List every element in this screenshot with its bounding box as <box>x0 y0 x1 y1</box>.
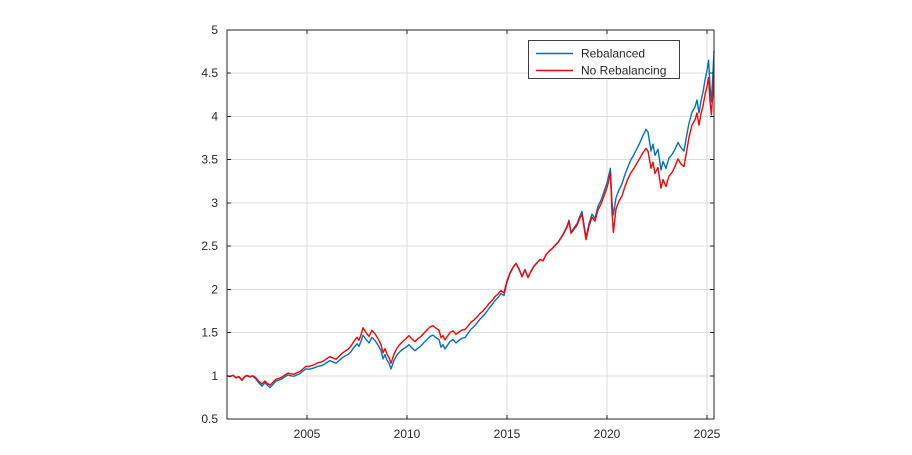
y-tick-label: 2.5 <box>201 239 218 253</box>
plot-lines <box>226 50 715 389</box>
legend-label: No Rebalancing <box>581 64 666 78</box>
x-tick-label: 2015 <box>494 427 521 441</box>
y-tick-label: 5 <box>211 23 218 37</box>
y-tick-label: 3 <box>211 196 218 210</box>
tick-labels: 2005 2010 2015 2020 2025 0.5 1 1.5 2 2.5 3 3.5 4 4.5 5 <box>201 23 720 441</box>
y-tick-label: 2 <box>211 282 218 296</box>
series-line-rebalanced <box>226 50 715 389</box>
x-tick-label: 2010 <box>394 427 421 441</box>
y-tick-label: 1.5 <box>201 326 218 340</box>
x-tick-label: 2005 <box>294 427 321 441</box>
legend-entry-no-rebalancing: No Rebalancing <box>536 64 666 78</box>
y-tick-label: 0.5 <box>201 412 218 426</box>
axes-box <box>226 29 715 420</box>
y-tick-label: 4.5 <box>201 66 218 80</box>
legend-entry-rebalanced: Rebalanced <box>536 47 645 61</box>
y-tick-label: 3.5 <box>201 153 218 167</box>
x-tick-label: 2020 <box>594 427 621 441</box>
legend-label: Rebalanced <box>581 47 645 61</box>
y-tick-label: 4 <box>211 109 218 123</box>
legend-box <box>528 40 680 79</box>
gridlines <box>227 30 714 419</box>
plot-border <box>226 29 715 420</box>
legend: Rebalanced No Rebalancing <box>528 40 680 79</box>
series-line-no-rebalancing <box>226 74 715 386</box>
y-tick-label: 1 <box>211 369 218 383</box>
x-tick-label: 2025 <box>694 427 721 441</box>
